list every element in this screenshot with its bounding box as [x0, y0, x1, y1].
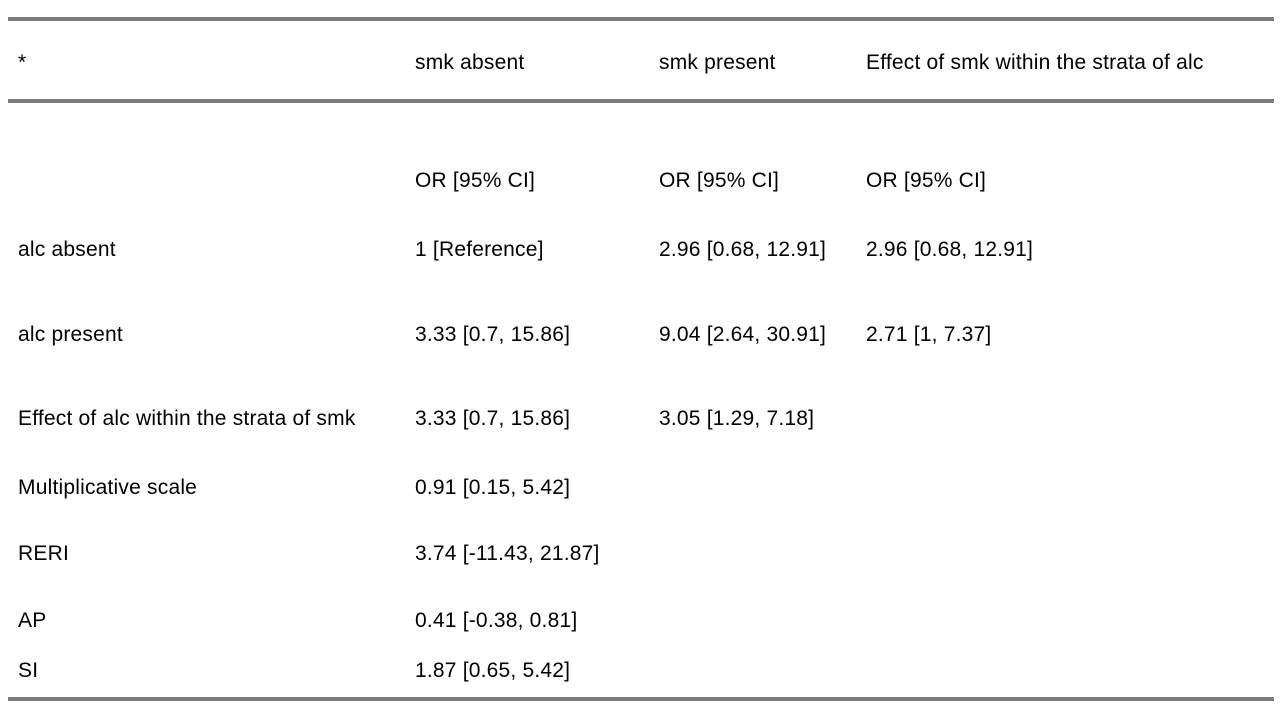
- cell-alc-present-smk-present: 9.04 [2.64, 30.91]: [659, 323, 827, 346]
- table-header-border: [8, 99, 1274, 103]
- subheader-or-ci-effect: OR [95% CI]: [866, 169, 987, 192]
- header-smk-absent: smk absent: [415, 51, 525, 74]
- header-asterisk: *: [18, 51, 27, 74]
- row-label-si: SI: [18, 659, 39, 682]
- subheader-or-ci-smk-absent: OR [95% CI]: [415, 169, 536, 192]
- row-label-alc-absent: alc absent: [18, 238, 116, 261]
- row-label-reri: RERI: [18, 542, 69, 565]
- table-bottom-border: [8, 697, 1274, 701]
- cell-alc-absent-effect-smk: 2.96 [0.68, 12.91]: [866, 238, 1034, 261]
- header-effect-of-smk: Effect of smk within the strata of alc: [866, 51, 1204, 74]
- row-label-ap: AP: [18, 609, 47, 632]
- cell-ap-value: 0.41 [-0.38, 0.81]: [415, 609, 578, 632]
- cell-effect-alc-smk-absent: 3.33 [0.7, 15.86]: [415, 407, 571, 430]
- row-label-multiplicative-scale: Multiplicative scale: [18, 476, 198, 499]
- row-label-alc-present: alc present: [18, 323, 123, 346]
- cell-alc-present-effect-smk: 2.71 [1, 7.37]: [866, 323, 992, 346]
- cell-alc-absent-smk-present: 2.96 [0.68, 12.91]: [659, 238, 827, 261]
- subheader-or-ci-smk-present: OR [95% CI]: [659, 169, 780, 192]
- cell-reri-value: 3.74 [-11.43, 21.87]: [415, 542, 600, 565]
- table-top-border: [8, 17, 1274, 21]
- cell-effect-alc-smk-present: 3.05 [1.29, 7.18]: [659, 407, 815, 430]
- cell-si-value: 1.87 [0.65, 5.42]: [415, 659, 571, 682]
- cell-alc-present-smk-absent: 3.33 [0.7, 15.86]: [415, 323, 571, 346]
- cell-multiplicative-scale-value: 0.91 [0.15, 5.42]: [415, 476, 571, 499]
- row-label-effect-of-alc: Effect of alc within the strata of smk: [18, 407, 356, 430]
- header-smk-present: smk present: [659, 51, 776, 74]
- cell-alc-absent-smk-absent: 1 [Reference]: [415, 238, 544, 261]
